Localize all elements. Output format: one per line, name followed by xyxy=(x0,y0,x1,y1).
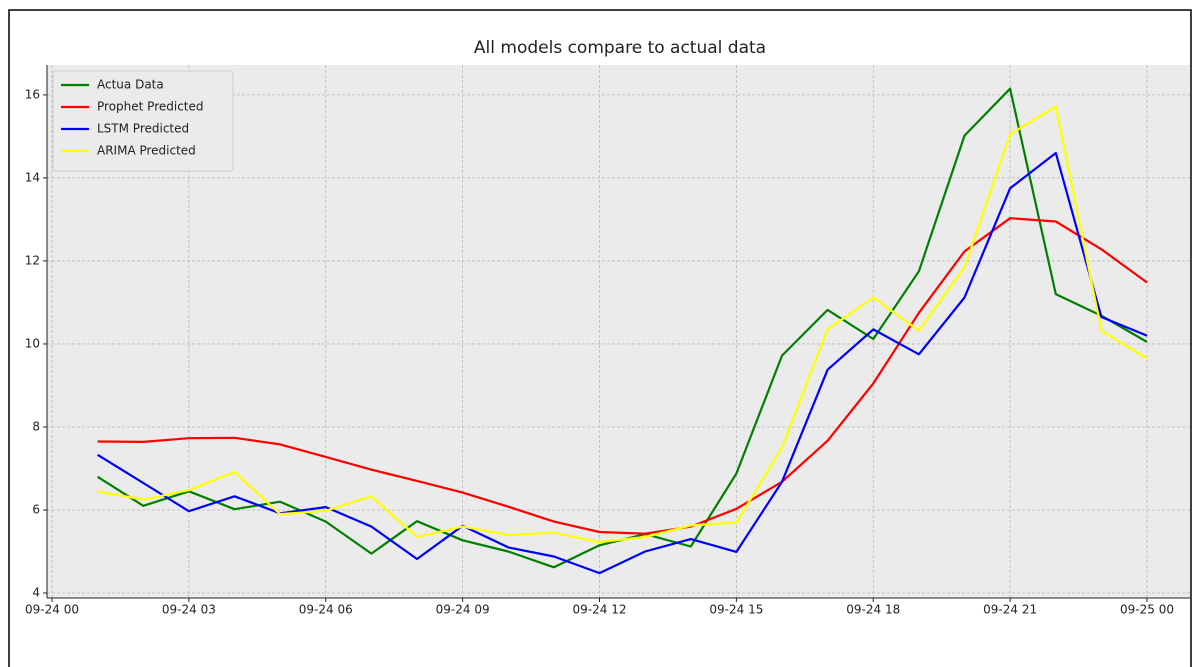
y-tick-label: 4 xyxy=(32,586,40,600)
series-line xyxy=(97,105,1148,544)
x-tick-label: 09-24 06 xyxy=(299,603,353,617)
x-tick-label: 09-24 03 xyxy=(162,603,216,617)
legend-box xyxy=(52,70,234,172)
y-tick-label: 6 xyxy=(32,502,40,516)
x-tick-label: 09-24 09 xyxy=(436,603,490,617)
x-tick-label: 09-24 18 xyxy=(846,603,900,617)
y-tick-label: 10 xyxy=(25,336,40,350)
x-tick-label: 09-24 12 xyxy=(573,603,627,617)
legend-label: LSTM Predicted xyxy=(97,122,189,136)
x-tick-label: 09-24 00 xyxy=(25,603,79,617)
series-line xyxy=(97,151,1148,575)
x-tick-label: 09-25 00 xyxy=(1120,603,1174,617)
legend-label: Actua Data xyxy=(97,78,164,92)
y-tick-label: 8 xyxy=(32,419,40,433)
chart-title: All models compare to actual data xyxy=(474,38,766,58)
y-tick-label: 14 xyxy=(25,170,40,184)
x-tick-label: 09-24 15 xyxy=(709,603,763,617)
legend-label: ARIMA Predicted xyxy=(97,144,196,158)
x-tick-label: 09-24 21 xyxy=(983,603,1037,617)
y-tick-label: 12 xyxy=(25,253,40,267)
legend: Actua Data Prophet Predicted LSTM Predicte… xyxy=(52,70,234,172)
y-tick-label: 16 xyxy=(25,87,40,101)
legend-label: Prophet Predicted xyxy=(97,100,204,114)
